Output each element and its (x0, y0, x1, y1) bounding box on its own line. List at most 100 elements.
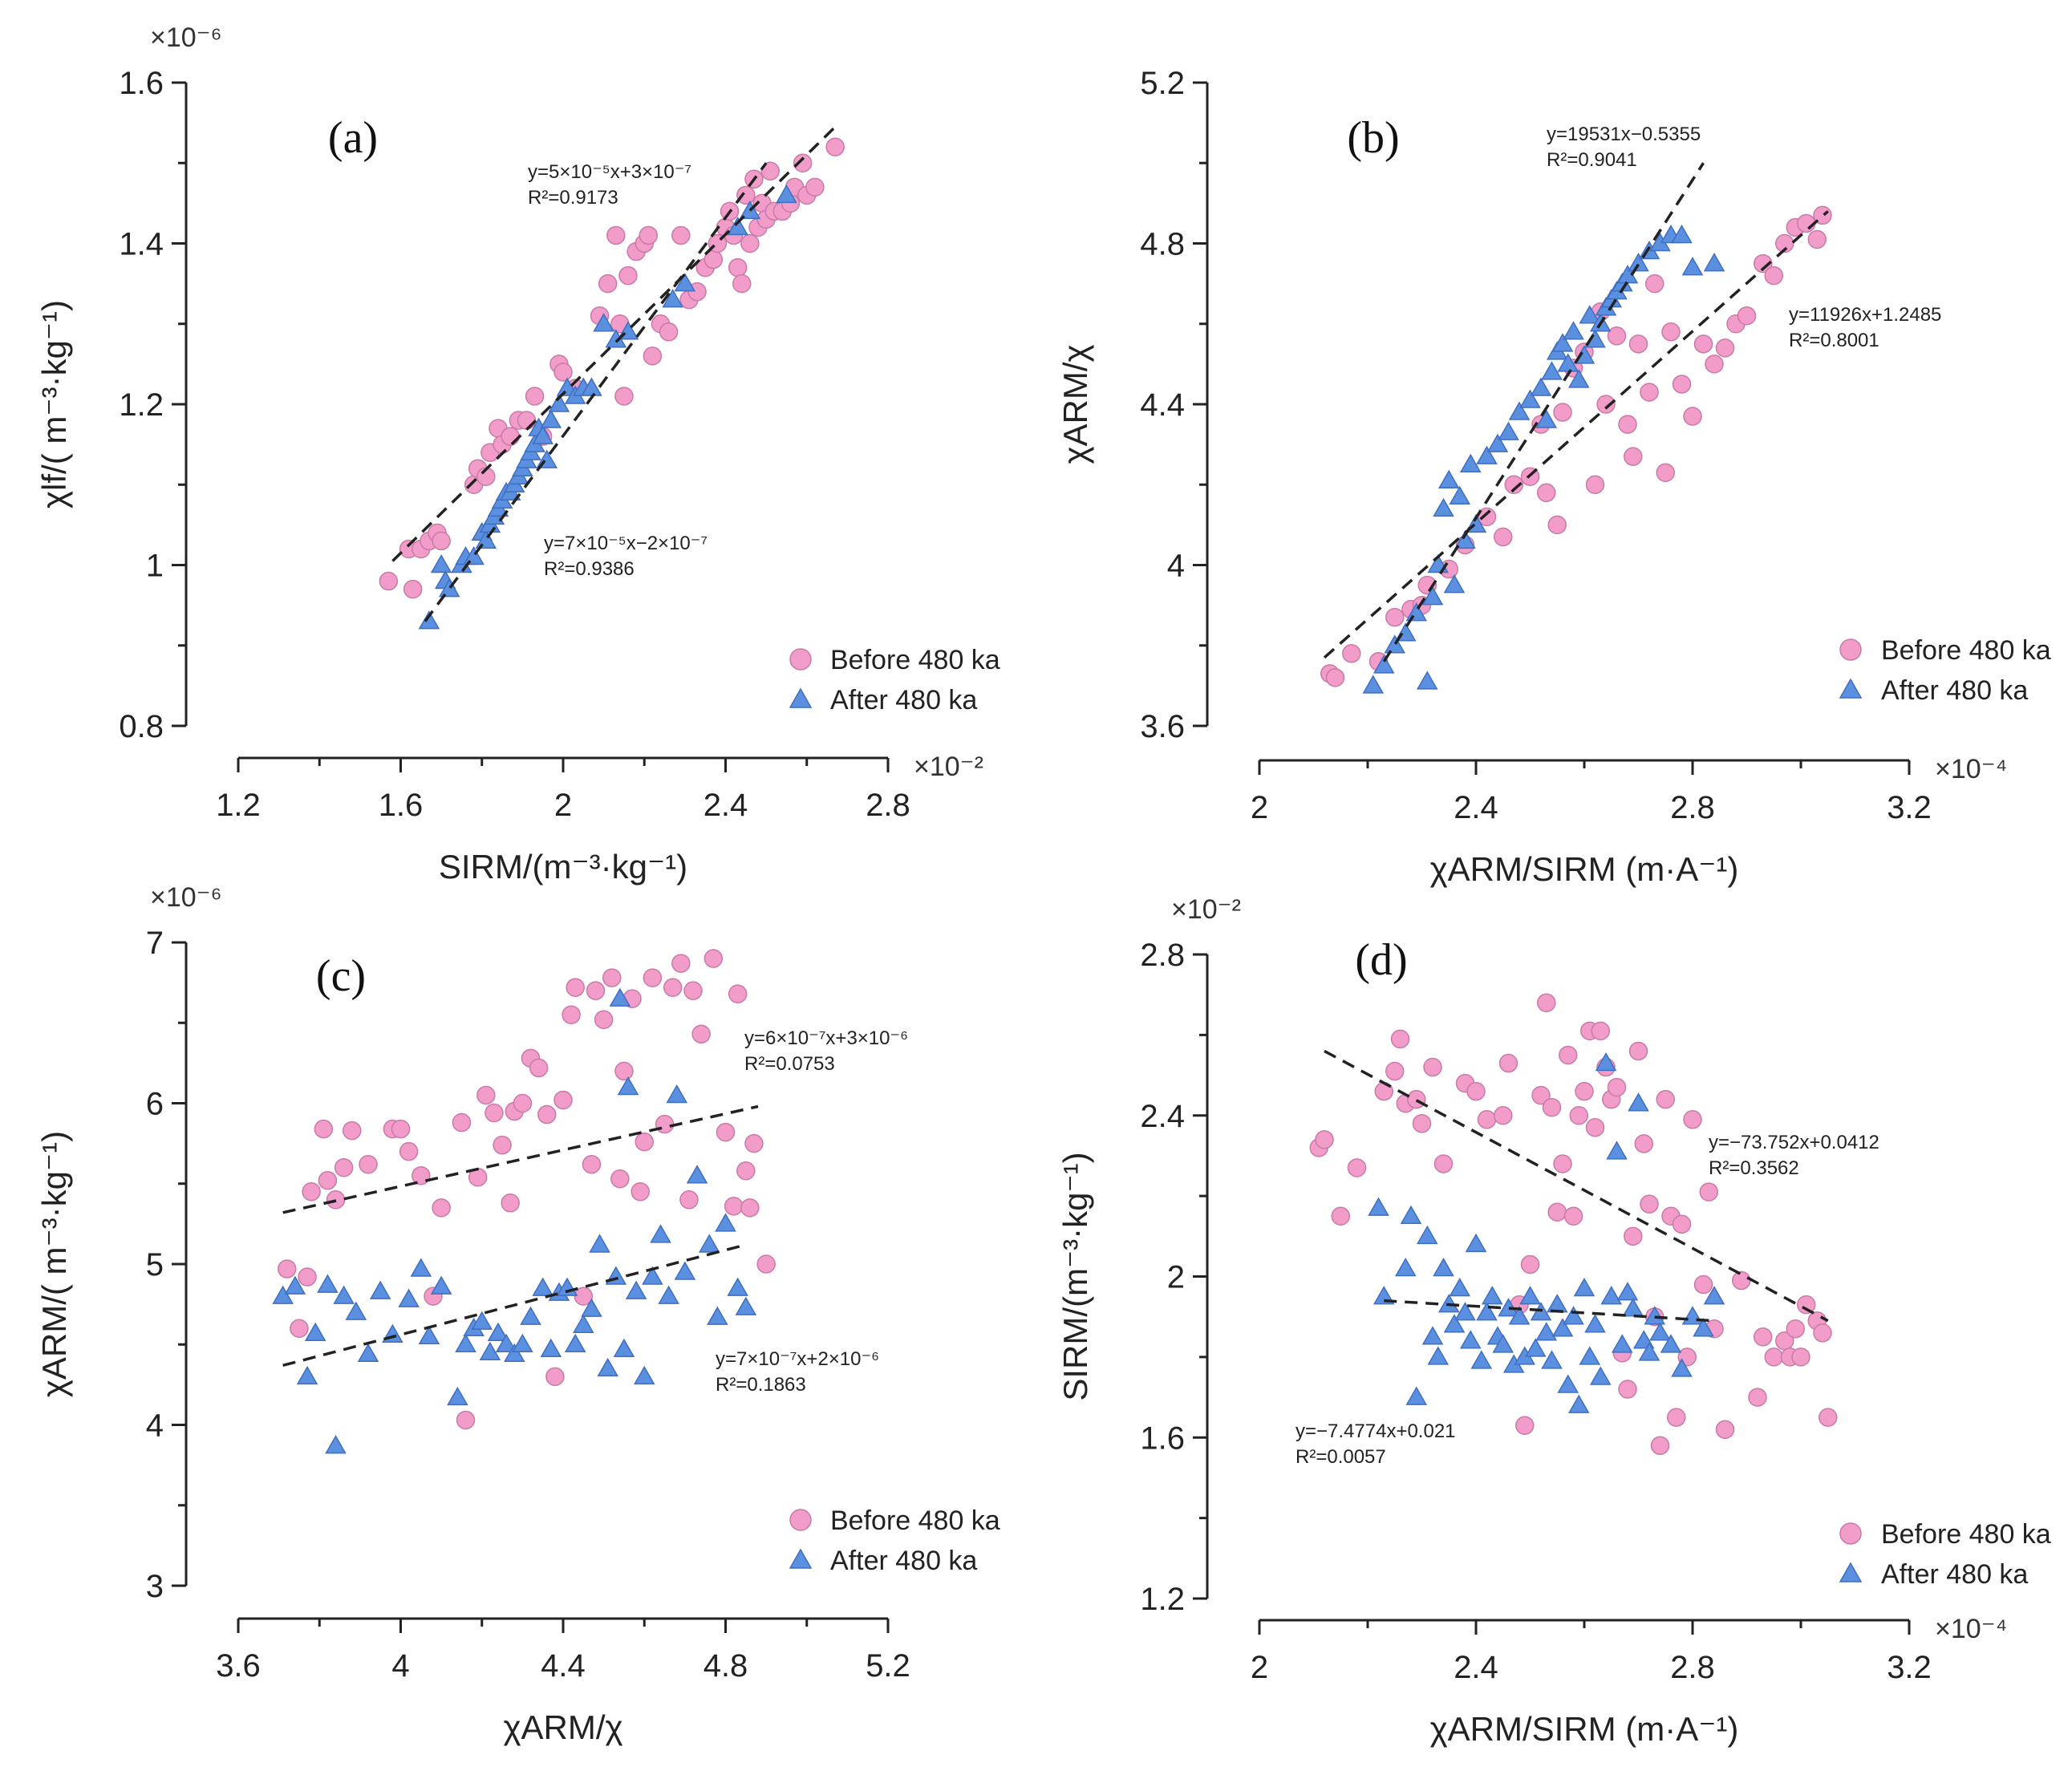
y-tick-label: 2 (1167, 1260, 1185, 1295)
legend-marker-before (789, 648, 812, 671)
data-point-after (1421, 586, 1444, 606)
x-tick-label: 4.4 (541, 1648, 586, 1684)
data-point-after (1611, 1334, 1633, 1353)
data-point-before (1504, 475, 1523, 494)
x-tick-label: 2.8 (866, 788, 910, 823)
data-point-before (1683, 1110, 1702, 1129)
data-point-after (1638, 1342, 1660, 1361)
data-point-before (1347, 1158, 1367, 1177)
data-point-before (1596, 395, 1616, 414)
data-point-after (1519, 389, 1541, 408)
data-point-before (517, 411, 537, 430)
data-point-before (1754, 253, 1773, 274)
data-point-before (493, 1135, 512, 1155)
x-tick-label: 2 (1251, 790, 1268, 825)
data-point-after (532, 425, 553, 444)
data-point-before (314, 1119, 334, 1139)
data-point-before (1498, 1053, 1519, 1073)
data-point-after (589, 1234, 610, 1253)
data-point-before (1645, 274, 1664, 294)
data-point-before (793, 153, 813, 172)
panel-label: (d) (1355, 935, 1407, 985)
legend-label-after: After 480 ka (830, 1546, 977, 1576)
data-point-after (1481, 1286, 1503, 1305)
data-point-after (430, 553, 452, 573)
y-axis-title: χlf/( m⁻³·kg⁻¹) (35, 300, 73, 509)
data-point-before (1466, 1081, 1486, 1101)
data-point-after (1476, 445, 1498, 464)
data-point-after (1600, 1286, 1623, 1305)
data-point-after (1486, 433, 1509, 452)
data-point-after (1508, 1306, 1531, 1325)
data-point-after (686, 1165, 708, 1184)
data-point-before (1433, 1154, 1454, 1173)
data-point-before (663, 978, 683, 997)
regression-r2: R²=0.8001 (1789, 330, 1879, 351)
regression-r2: R²=0.1863 (716, 1374, 806, 1396)
data-point-after (633, 1365, 655, 1385)
data-point-after (447, 1386, 468, 1406)
x-tick-label: 2.8 (1670, 790, 1715, 825)
data-point-after (1584, 1314, 1606, 1333)
data-point-before (318, 1170, 338, 1190)
data-point-after (1541, 361, 1563, 380)
data-point-after (1421, 1326, 1444, 1345)
y-tick-label: 4.8 (1140, 227, 1185, 262)
data-point-after (1384, 634, 1406, 654)
data-point-before (1547, 1202, 1567, 1222)
data-point-before (343, 1120, 362, 1141)
legend-label-after: After 480 ka (1881, 675, 2028, 706)
x-tick-label: 2 (554, 788, 572, 823)
legend-marker-before (789, 1509, 812, 1531)
regression-line (282, 1104, 759, 1214)
data-point-before (1607, 326, 1627, 346)
data-point-after (540, 1338, 562, 1358)
regression-r2: R²=0.9041 (1547, 149, 1637, 171)
data-point-before (704, 949, 724, 968)
data-point-after (597, 1357, 618, 1377)
data-point-before (594, 1010, 614, 1029)
x-axis-multiplier: ×10⁻² (914, 752, 983, 782)
regression-equation: y=−7.4774x+0.021 (1296, 1420, 1456, 1442)
y-tick-label: 2.4 (1140, 1099, 1185, 1134)
data-point-before (1477, 1110, 1497, 1129)
data-point-after (1567, 369, 1590, 388)
data-point-before (1748, 1388, 1767, 1407)
regression-r2: R²=0.3562 (1709, 1157, 1799, 1179)
data-point-after (1595, 1052, 1617, 1072)
data-point-before (1813, 1323, 1832, 1343)
data-point-before (1569, 1106, 1588, 1125)
data-point-after (1400, 1205, 1422, 1224)
data-point-before (1591, 1021, 1610, 1041)
data-point-before (1531, 1085, 1551, 1105)
data-point-before (1553, 1154, 1572, 1173)
data-point-after (727, 216, 748, 236)
data-point-after (1476, 1302, 1498, 1321)
data-point-before (825, 137, 845, 156)
data-point-before (639, 225, 659, 245)
y-tick-label: 3.6 (1140, 709, 1185, 744)
data-point-after (540, 409, 562, 428)
data-point-after (1535, 1322, 1558, 1341)
data-point-before (290, 1319, 309, 1338)
y-tick-label: 1.6 (119, 66, 164, 101)
data-point-before (1624, 447, 1643, 466)
data-point-after (1589, 1366, 1612, 1385)
data-point-after (1368, 1197, 1389, 1216)
data-point-before (1342, 644, 1361, 663)
data-point-after (284, 1275, 306, 1295)
data-point-after (1671, 224, 1693, 244)
data-point-before (1715, 338, 1735, 358)
data-point-before (736, 185, 756, 205)
data-point-after (1492, 1334, 1514, 1353)
regression-equation: y=7×10⁻⁷x+2×10⁻⁶ (716, 1348, 879, 1370)
data-point-after (1579, 1346, 1601, 1365)
data-point-before (399, 1141, 419, 1161)
data-point-after (357, 1343, 379, 1363)
regression-equation: y=19531x−0.5355 (1547, 124, 1701, 145)
x-tick-label: 3.2 (1887, 1650, 1932, 1685)
data-point-after (715, 1213, 736, 1232)
legend-marker-before (1839, 638, 1862, 661)
data-point-after (333, 1285, 355, 1304)
y-tick-label: 1.2 (119, 387, 164, 423)
